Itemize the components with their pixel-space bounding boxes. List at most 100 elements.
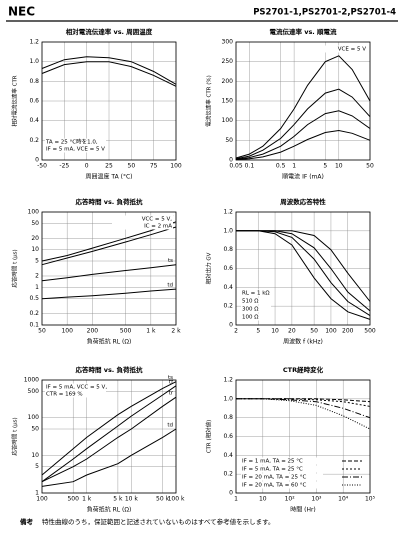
x-axis-label: 時間 (Hr) [290,506,316,514]
y-tick-label: 10 [31,246,39,253]
y-axis-label: CTR (相対値) [205,420,213,454]
series-label: ts [168,375,173,381]
annotation: CTR = 169 % [46,392,83,398]
y-tick-label: 5 [35,258,39,265]
plot-frame [235,379,371,494]
y-tick-label: 0.5 [29,295,39,302]
annotation-bg [45,145,106,153]
plot-frame [41,41,177,161]
series-line [236,398,371,403]
y-tick-label: 1.0 [223,395,233,402]
x-tick-label: 1 [234,496,238,503]
legend-label: IF = 20 mA, TA = 60 °C [242,483,307,489]
x-axis-label: 周囲温度 TA (°C) [86,173,133,181]
y-tick-label: 0.6 [223,433,233,440]
y-tick-label: 0 [229,490,233,497]
x-tick-label: 50 [366,163,374,170]
x-tick-label: 20 [288,328,296,335]
annotation-bg [45,138,106,146]
y-axis-label: 相対電流伝達率 CTR [11,75,19,126]
legend-bg [241,465,323,473]
y-tick-label: 0 [229,157,233,164]
series-label: ts [168,258,173,264]
legend-label: 100 Ω [242,315,258,321]
y-tick-label: 0.6 [29,98,39,105]
y-tick-label: 0 [229,322,233,329]
annotation-bg [112,215,173,223]
series-line [41,396,177,483]
annotation: IC = 2 mA [144,224,172,230]
x-tick-label: 100 [170,163,182,170]
y-tick-label: 500 [28,388,40,395]
y-tick-label: 250 [222,58,234,65]
x-tick-label: 75 [150,163,158,170]
footer-text: 特性曲線のうち，保証範囲と記述されていないものはすべて参考値を示します。 [42,517,274,526]
annotation-bg [45,383,106,391]
y-tick-label: 1.2 [223,377,233,384]
x-tick-label: 2 [234,328,238,335]
chart-title: 応答時間 vs. 負荷抵抗 [74,197,143,206]
y-tick-label: 1.0 [29,58,39,65]
x-tick-label: 500 [67,496,79,503]
x-tick-label: 5 k [113,496,123,503]
y-tick-label: 0.8 [29,78,39,85]
legend-bg [241,305,271,313]
plot-frame [41,211,177,326]
y-tick-label: 2 [35,272,39,279]
x-tick-label: 1 [292,163,296,170]
x-tick-label: 2 k [171,328,181,335]
x-tick-label: 200 [342,328,354,335]
y-tick-label: 0.8 [223,414,233,421]
y-tick-label: 1.2 [29,39,39,46]
annotation: IF = 5 mA, VCC = 5 V, [46,385,107,391]
annotation: VCE = 5 V [338,47,366,53]
annotation: IF = 5 mA, VCE = 5 V [46,147,105,153]
x-tick-label: 50 k [156,496,170,503]
y-tick-label: 0.4 [29,117,39,124]
legend-bg [241,481,323,489]
series-line [41,381,177,476]
series-line [41,226,177,266]
x-tick-label: 10 [271,328,279,335]
legend-bg [241,457,323,465]
chart-title: 周波数応答特性 [280,197,326,206]
y-tick-label: 300 [222,39,234,46]
x-tick-label: 25 [105,163,113,170]
series-line [236,398,371,430]
legend-label: 510 Ω [242,299,258,305]
y-tick-label: 0.2 [29,310,39,317]
series-line [41,61,177,87]
legend-label: 300 Ω [242,307,258,313]
chart-title: 相対電流伝達率 vs. 周囲温度 [66,27,153,36]
x-tick-label: 10 k [125,496,139,503]
legend-label: RL = 1 kΩ [242,291,270,297]
x-tick-label: 0 [85,163,89,170]
series-line [235,55,371,159]
y-tick-label: 1 [35,490,39,497]
y-tick-label: 20 [31,235,39,242]
annotation-bg [306,45,367,53]
y-tick-label: 50 [31,426,39,433]
annotation: TA = 25 °C時を1.0, [45,138,98,146]
x-axis-label: 負荷抵抗 RL (Ω) [87,506,132,514]
series-label: td [167,283,173,289]
y-tick-label: 0.4 [223,452,233,459]
y-tick-label: 100 [222,117,234,124]
y-tick-label: 200 [222,78,234,85]
legend-label: IF = 5 mA, TA = 25 °C [242,467,303,473]
y-tick-label: 1.0 [223,227,233,234]
y-axis-label: 応答時間 t (μs) [11,249,19,287]
y-tick-label: 0.2 [223,303,233,310]
series-line [41,264,177,282]
plot-frame [41,379,177,494]
legend-bg [241,297,271,305]
y-tick-label: 0.4 [223,284,233,291]
y-tick-label: 50 [31,220,39,227]
x-tick-label: 500 [364,328,376,335]
series-line [41,428,177,487]
y-axis-label: 電流伝達率 CTR (%) [205,75,213,127]
x-tick-label: 5 [256,328,260,335]
y-tick-label: 100 [28,414,40,421]
x-axis-label: 周波数 f (kHz) [283,338,323,346]
